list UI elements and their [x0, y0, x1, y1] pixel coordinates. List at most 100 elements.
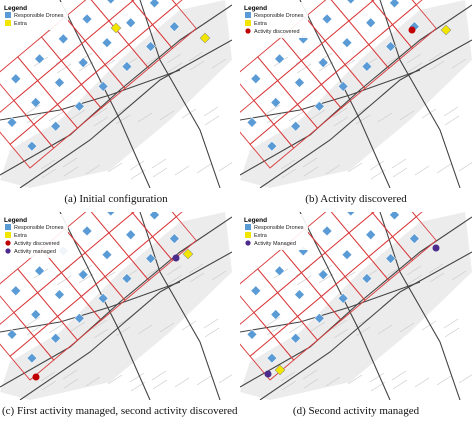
legend-swatch [245, 224, 251, 230]
street [70, 109, 86, 120]
extra-drone [199, 32, 211, 44]
street [167, 62, 183, 73]
street [203, 106, 219, 117]
legend-box [242, 214, 308, 250]
coverage-cell [171, 0, 183, 6]
legend-swatch [5, 12, 11, 18]
street [152, 379, 168, 390]
responsible-drone [50, 332, 61, 344]
responsible-drone [294, 289, 305, 300]
street [174, 377, 190, 388]
responsible-drone [30, 309, 42, 320]
street [429, 60, 445, 71]
activity-discovered [408, 26, 416, 34]
street [115, 114, 131, 125]
responsible-drone [54, 289, 65, 300]
coverage-cell [304, 212, 350, 254]
street [78, 61, 94, 72]
street [406, 53, 422, 64]
responsible-drone [105, 0, 117, 5]
street [407, 274, 423, 285]
responsible-drone [26, 352, 38, 364]
extra-drone [440, 24, 452, 36]
street [188, 51, 204, 62]
extra-drone [110, 22, 122, 34]
street [63, 378, 79, 389]
coverage-cell [371, 0, 417, 26]
responsible-drone [74, 101, 85, 112]
responsible-drone [266, 352, 278, 364]
street [458, 374, 472, 384]
legend-swatch [245, 28, 251, 34]
activity-managed [264, 370, 272, 378]
street [181, 320, 197, 331]
legend-label: Extra [254, 21, 268, 27]
coverage-cell [371, 212, 375, 214]
street [25, 316, 41, 327]
responsible-drone [294, 77, 305, 88]
street [340, 59, 356, 70]
street [85, 376, 101, 387]
coverage-cell [131, 0, 177, 26]
street [458, 162, 472, 172]
responsible-drone [81, 13, 93, 25]
street [107, 162, 123, 173]
street [399, 110, 415, 121]
responsible-drone [169, 233, 180, 244]
coverage-cell [330, 0, 374, 22]
coverage-cell [64, 0, 110, 42]
street [391, 370, 407, 381]
street [347, 162, 363, 173]
street [204, 327, 220, 338]
street [167, 274, 183, 285]
street [266, 113, 282, 124]
responsible-drone [409, 233, 420, 244]
responsible-drone [169, 21, 180, 32]
street [166, 265, 182, 276]
responsible-drone [26, 140, 38, 152]
responsible-drone [365, 229, 377, 241]
legend-label: Extra [14, 233, 28, 239]
responsible-drone [317, 57, 329, 68]
responsible-drone [30, 97, 42, 108]
responsible-drone [361, 273, 373, 284]
responsible-drone [413, 190, 423, 200]
road [259, 251, 472, 400]
activity-managed [172, 254, 180, 262]
street [211, 58, 227, 69]
street [48, 111, 64, 122]
street [152, 167, 168, 178]
legend-swatch [245, 232, 251, 238]
street [78, 273, 94, 284]
street [281, 380, 297, 391]
responsible-drone [50, 120, 61, 132]
street [288, 323, 304, 334]
street [41, 168, 57, 179]
responsible-drone [77, 57, 89, 68]
legend-title: Legend [4, 217, 27, 224]
panel-caption: (c) First activity managed, second activ… [2, 405, 238, 417]
responsible-drone [121, 273, 133, 284]
street [444, 327, 460, 338]
responsible-drone [341, 37, 353, 49]
activity-managed [432, 244, 440, 252]
responsible-drone [385, 253, 396, 264]
street [443, 106, 459, 117]
responsible-drone [101, 249, 113, 261]
street [92, 107, 108, 118]
responsible-drone [389, 0, 400, 9]
road [240, 281, 421, 333]
road [19, 39, 232, 188]
street [443, 318, 459, 329]
responsible-drone [121, 61, 133, 72]
street [181, 108, 197, 119]
road [379, 0, 461, 188]
responsible-drone [77, 269, 89, 280]
street [325, 164, 341, 175]
responsible-drone [101, 37, 113, 49]
legend-title: Legend [4, 5, 27, 12]
responsible-drone [274, 265, 285, 277]
